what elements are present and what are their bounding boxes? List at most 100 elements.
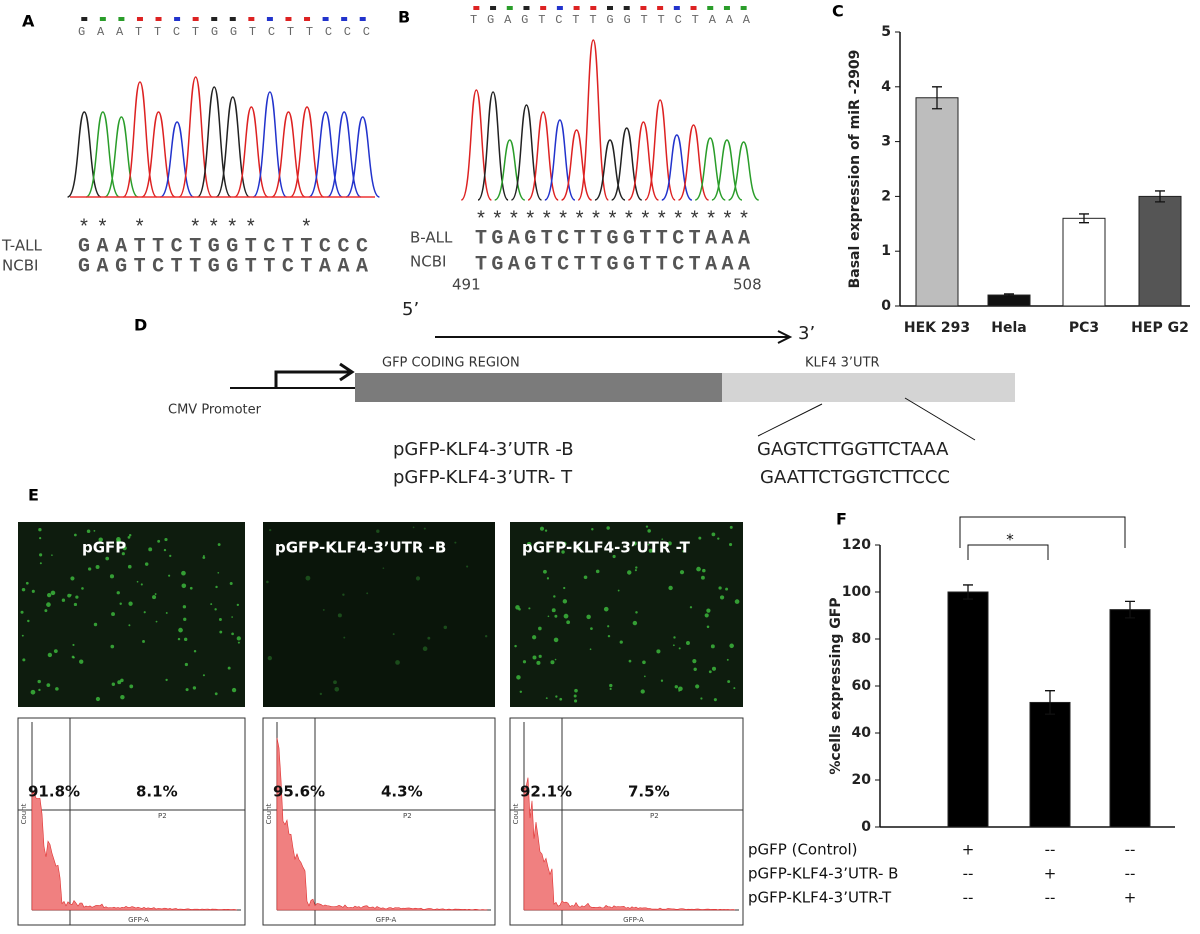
- cell-dot: [21, 587, 26, 592]
- sequence: TGAGTCTTGGTTCTAAA: [475, 253, 750, 276]
- condition-mark: +: [1044, 865, 1057, 883]
- panel-label: A: [22, 12, 35, 31]
- cell-dot: [679, 570, 685, 575]
- cell-dot: [128, 533, 132, 537]
- x-tick-label: HEP G2: [1131, 320, 1189, 336]
- cell-dot: [61, 598, 66, 602]
- y-tick-label: 2: [881, 188, 891, 204]
- x-tick-label: Hela: [991, 320, 1026, 336]
- cell-dot: [563, 586, 566, 590]
- cell-dot: [656, 649, 661, 654]
- cell-dot: [333, 680, 337, 685]
- base-swatch: [590, 6, 597, 10]
- cell-dot: [269, 528, 272, 532]
- cell-dot: [214, 692, 218, 696]
- cell-dot: [116, 591, 120, 595]
- peak: [122, 81, 158, 198]
- cell-dot: [696, 566, 701, 572]
- cell-dot: [710, 644, 715, 649]
- cell-dot: [515, 605, 520, 610]
- cell-dot: [642, 660, 646, 665]
- cell-dot: [574, 688, 578, 693]
- cell-dot: [412, 526, 415, 529]
- position-label: 508: [733, 276, 762, 294]
- base-swatch: [523, 6, 530, 10]
- cell-dot: [519, 690, 523, 693]
- cell-dot: [193, 650, 197, 653]
- cell-dot: [647, 543, 650, 546]
- cell-dot: [181, 583, 187, 589]
- cell-dot: [237, 641, 240, 644]
- cell-dot: [376, 529, 380, 533]
- cell-dot: [229, 582, 233, 586]
- gate-name: P2: [650, 812, 659, 820]
- micrograph-label: pGFP-KLF4-3’UTR -T: [522, 539, 691, 557]
- condition-mark: --: [1045, 889, 1056, 907]
- cell-dot: [382, 567, 385, 570]
- cell-dot: [218, 618, 222, 621]
- cell-dot: [612, 554, 616, 559]
- cell-dot: [526, 541, 532, 547]
- cell-dot: [423, 527, 426, 530]
- peak: [494, 139, 526, 201]
- base-swatch: [229, 17, 236, 21]
- cell-dot: [227, 666, 231, 670]
- cell-dot: [667, 541, 672, 546]
- bar: [1029, 701, 1071, 828]
- cell-dot: [546, 577, 550, 580]
- cell-dot: [148, 547, 153, 552]
- cell-dot: [543, 569, 547, 574]
- cell-dot: [609, 687, 612, 691]
- cell-dot: [640, 689, 645, 694]
- base-swatch: [211, 17, 218, 21]
- panel-e: pGFP 91.8% 8.1% P2 GFP-A Count pGFP-KLF4-3’UTR…: [17, 522, 744, 926]
- peak: [104, 116, 139, 198]
- cell-dot: [701, 575, 705, 580]
- cell-dot: [561, 550, 565, 554]
- base-swatch: [192, 17, 199, 21]
- base-calls: GAATTCTGGTCTTCCC: [78, 25, 370, 39]
- error-bar: [1045, 690, 1055, 715]
- cell-dot: [71, 655, 75, 659]
- cell-dot: [128, 601, 133, 606]
- base-swatch: [707, 6, 714, 10]
- histogram: [276, 737, 488, 911]
- cell-dot: [136, 580, 139, 583]
- cell-dot: [689, 606, 693, 609]
- cell-dot: [718, 586, 722, 590]
- cell-dot: [366, 592, 369, 595]
- gate-name: P2: [158, 812, 167, 820]
- cell-dot: [682, 543, 685, 546]
- cell-dot: [522, 660, 527, 664]
- cell-dot: [231, 687, 237, 693]
- cell-dot: [554, 658, 557, 661]
- bar: [915, 97, 959, 307]
- cell-dot: [155, 620, 158, 623]
- condition-mark: --: [1125, 865, 1136, 883]
- bar: [947, 591, 989, 828]
- y-tick-label: 20: [852, 772, 872, 788]
- base-swatch: [322, 17, 329, 21]
- cell-dot: [672, 644, 675, 647]
- cell-dot: [573, 699, 578, 703]
- cell-dot: [183, 617, 187, 621]
- cell-dot: [20, 610, 24, 614]
- micrograph: [263, 522, 495, 707]
- cell-dot: [210, 603, 213, 606]
- cell-dot: [539, 526, 545, 531]
- base-swatch: [607, 6, 613, 10]
- y-tick-label: 40: [852, 725, 872, 741]
- cell-dot: [53, 649, 58, 654]
- peak: [477, 91, 509, 201]
- axis-title: Count: [512, 803, 520, 824]
- y-tick-label: 0: [881, 298, 891, 314]
- cell-dot: [202, 556, 206, 559]
- y-tick-label: 100: [842, 584, 871, 600]
- base-swatch: [99, 17, 106, 21]
- cell-dot: [693, 667, 697, 672]
- cell-dot: [645, 525, 649, 528]
- peak: [677, 124, 710, 201]
- histogram: [31, 791, 238, 911]
- cell-dot: [648, 548, 653, 553]
- panel-label: C: [832, 2, 844, 21]
